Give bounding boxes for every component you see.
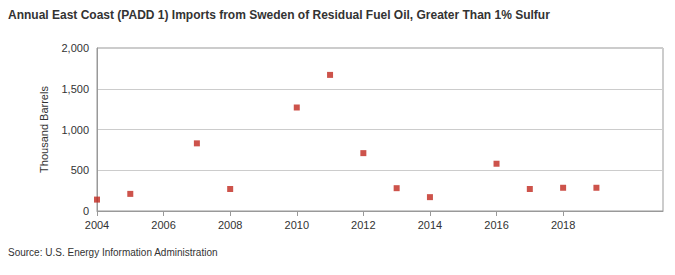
svg-text:1,000: 1,000 [61,124,89,136]
svg-text:Thousand Barrels: Thousand Barrels [38,86,50,173]
svg-text:Annual East Coast (PADD 1) Imp: Annual East Coast (PADD 1) Imports from … [8,8,550,22]
svg-text:0: 0 [83,205,89,217]
svg-text:2014: 2014 [418,219,442,231]
svg-text:2012: 2012 [351,219,375,231]
svg-text:2006: 2006 [151,219,175,231]
svg-text:2010: 2010 [285,219,309,231]
svg-text:Source: U.S. Energy Informatio: Source: U.S. Energy Information Administ… [8,247,218,258]
svg-text:2,000: 2,000 [61,42,89,54]
svg-text:2004: 2004 [85,219,109,231]
svg-text:1,500: 1,500 [61,83,89,95]
svg-text:500: 500 [71,164,89,176]
svg-text:2018: 2018 [551,219,575,231]
svg-text:2016: 2016 [484,219,508,231]
svg-text:2008: 2008 [218,219,242,231]
